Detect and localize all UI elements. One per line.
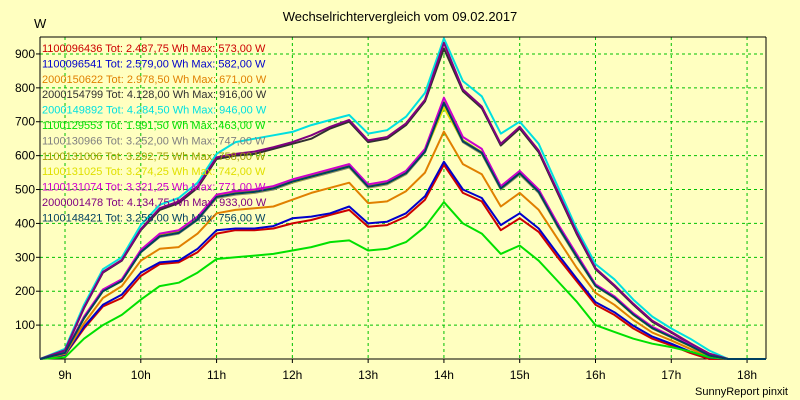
y-tick-label: 100 <box>15 318 35 332</box>
series-line <box>39 37 766 360</box>
legend-entry: 2000149892 Tot: 4.284,50 Wh Max: 946,00 … <box>42 105 267 117</box>
legend-entry: 1100148421 Tot: 3.258,00 Wh Max: 756,00 … <box>42 212 266 224</box>
plot-background <box>40 37 766 359</box>
legend-entry: 2000150622 Tot: 2.978,50 Wh Max: 671,00 … <box>42 74 267 86</box>
y-tick-label: 900 <box>15 47 35 61</box>
x-tick-label: 9h <box>58 368 71 382</box>
legend-entry: 1100129553 Tot: 1.991,50 Wh Max: 463,00 … <box>42 120 266 132</box>
x-tick-label: 12h <box>282 368 302 382</box>
y-tick-label: 800 <box>15 81 35 95</box>
series-line <box>39 101 766 360</box>
legend-entry: 1100096436 Tot: 2.487,75 Wh Max: 573,00 … <box>42 43 266 55</box>
series-line <box>39 160 766 360</box>
x-tick-label: 18h <box>737 368 757 382</box>
legend-entry: 1100131074 Tot: 3.321,25 Wh Max: 771,00 … <box>42 182 266 194</box>
chart-title: Wechselrichtervergleich vom 09.02.2017 <box>282 9 518 24</box>
x-tick-label: 15h <box>510 368 530 382</box>
x-tick-label: 10h <box>131 368 151 382</box>
series-line <box>39 130 766 360</box>
legend-entry: 1100131025 Tot: 3.274,25 Wh Max: 742,00 … <box>42 166 266 178</box>
y-tick-label: 500 <box>15 183 35 197</box>
legend-entry: 1100131006 Tot: 3.292,75 Wh Max: 758,00 … <box>42 151 266 163</box>
legend-entry: 2000154799 Tot: 4.128,00 Wh Max: 916,00 … <box>42 89 267 101</box>
y-tick-label: 400 <box>15 216 35 230</box>
series-line <box>39 201 766 360</box>
series-line <box>39 41 766 360</box>
x-tick-label: 11h <box>207 368 226 382</box>
x-tick-label: 17h <box>661 368 681 382</box>
x-tick-label: 13h <box>358 368 378 382</box>
legend-entry: 1100096541 Tot: 2.579,00 Wh Max: 582,00 … <box>42 58 266 70</box>
y-tick-label: 700 <box>15 115 35 129</box>
legend-entry: 1100130966 Tot: 3.252,00 Wh Max: 747,00 … <box>42 135 266 147</box>
y-axis-unit: W <box>34 16 47 31</box>
legend-entry: 2000001478 Tot: 4.134,75 Wh Max: 933,00 … <box>42 197 267 209</box>
footer-credit: SunnyReport pinxit <box>695 386 788 398</box>
y-tick-label: 300 <box>15 250 35 264</box>
series-line <box>39 163 766 360</box>
y-tick-label: 200 <box>15 284 35 298</box>
y-tick-label: 600 <box>15 149 35 163</box>
series-line <box>39 96 766 360</box>
x-tick-label: 16h <box>585 368 605 382</box>
x-tick-label: 14h <box>434 368 454 382</box>
